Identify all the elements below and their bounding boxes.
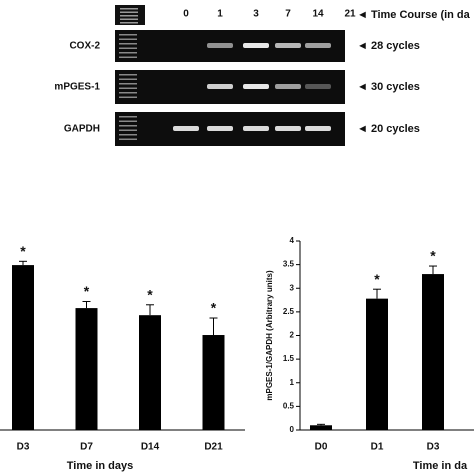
bar: [366, 298, 388, 430]
y-tick-label: 4: [290, 236, 295, 245]
ladder-band: [119, 34, 137, 36]
significance-marker: *: [147, 286, 153, 302]
gel-header-text: Time Course (in da: [371, 9, 471, 21]
significance-marker: *: [20, 243, 26, 259]
gel-band: [305, 84, 331, 89]
ladder-band: [119, 96, 137, 98]
bar: [75, 308, 98, 430]
gel-header: ◄ Time Course (in da: [357, 9, 471, 21]
ladder-band: [120, 8, 138, 10]
lane-label: 0: [183, 9, 189, 20]
bar: [202, 335, 225, 430]
y-tick-label: 1: [290, 378, 295, 387]
bar: [12, 265, 34, 430]
ladder-band: [119, 52, 137, 54]
ladder-band: [120, 22, 138, 24]
significance-marker: *: [430, 248, 436, 264]
ladder-band: [119, 125, 137, 127]
row-cycles: ◄ 20 cycles: [357, 123, 420, 135]
ladder-band: [119, 78, 137, 80]
gel-band: [243, 43, 269, 48]
ladder-band: [119, 129, 137, 131]
ladder-band: [119, 138, 137, 140]
x-tick-label: D0: [315, 442, 328, 453]
y-tick-label: 3.5: [283, 260, 295, 269]
bar: [422, 274, 444, 430]
gel-band: [275, 84, 301, 89]
significance-marker: *: [374, 271, 380, 287]
bar: [310, 425, 332, 430]
y-tick-label: 1.5: [283, 354, 295, 363]
gel-band: [243, 84, 269, 89]
x-axis-label: Time in days: [67, 460, 133, 472]
ladder-band: [119, 87, 137, 89]
x-tick-label: D14: [141, 442, 160, 453]
lane-label: 14: [312, 9, 324, 20]
lane-label: 21: [344, 9, 356, 20]
ladder-band: [120, 18, 138, 20]
y-axis-label: mPGES-1/GAPDH (Arbitrary units): [265, 270, 274, 401]
lane-label: 7: [285, 9, 291, 20]
significance-marker: *: [84, 283, 90, 299]
ladder-band: [119, 56, 137, 58]
y-tick-label: 0.5: [283, 401, 295, 410]
x-axis-label: Time in da: [413, 460, 468, 472]
gel-band: [305, 126, 331, 131]
row-cycles: ◄ 28 cycles: [357, 40, 420, 52]
gel-band: [305, 43, 331, 48]
ladder-band: [119, 116, 137, 118]
ladder-band: [119, 43, 137, 45]
x-tick-label: D3: [427, 442, 440, 453]
row-cycles: ◄ 30 cycles: [357, 81, 420, 93]
row-cycles-text: 30 cycles: [371, 81, 420, 93]
gel-band: [275, 126, 301, 131]
gel-band: [207, 84, 233, 89]
gel-band: [207, 43, 233, 48]
lane-label: 3: [253, 9, 259, 20]
ladder-band: [119, 120, 137, 122]
y-tick-label: 0: [290, 425, 295, 434]
lane-label: 1: [217, 9, 223, 20]
ladder-band: [119, 83, 137, 85]
y-tick-label: 2.5: [283, 307, 295, 316]
row-label: COX-2: [69, 41, 100, 52]
gel-band: [207, 126, 233, 131]
row-label: mPGES-1: [54, 82, 100, 93]
ladder-band: [119, 47, 137, 49]
bar: [139, 315, 161, 430]
significance-marker: *: [211, 300, 217, 316]
ladder-band: [120, 15, 138, 17]
x-tick-label: D21: [204, 442, 223, 453]
ladder-band: [119, 134, 137, 136]
ladder-band: [119, 74, 137, 76]
row-cycles-text: 28 cycles: [371, 40, 420, 52]
y-tick-label: 3: [290, 283, 295, 292]
x-tick-label: D1: [371, 442, 384, 453]
gel-band: [243, 126, 269, 131]
gel-band: [275, 43, 301, 48]
gel-band: [173, 126, 199, 131]
row-cycles-text: 20 cycles: [371, 123, 420, 135]
x-tick-label: D3: [17, 442, 30, 453]
ladder-band: [119, 92, 137, 94]
row-label: GAPDH: [64, 124, 100, 135]
x-tick-label: D7: [80, 442, 93, 453]
y-tick-label: 2: [290, 331, 295, 340]
ladder-band: [119, 38, 137, 40]
ladder-band: [120, 11, 138, 13]
